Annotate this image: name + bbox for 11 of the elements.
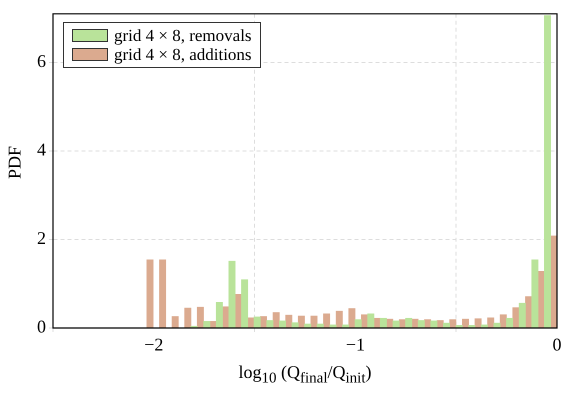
y-axis-title: PDF (4, 144, 26, 182)
y-tick-label: 2 (37, 228, 46, 248)
x-tick-label: −2 (144, 334, 164, 355)
legend-label: grid 4 × 8, additions (114, 44, 252, 64)
x-axis-title: log$_{10}$ (Q$_{final}$/Q$_{init}$) (237, 362, 373, 388)
legend-label: grid 4 × 8, removals (114, 26, 252, 45)
x-tick-label: −1 (346, 334, 365, 355)
y-tick-label: 4 (37, 140, 46, 160)
x-tick-label: 0 (552, 334, 562, 355)
y-tick-label: 0 (37, 316, 46, 337)
y-tick-label: 6 (37, 51, 46, 72)
